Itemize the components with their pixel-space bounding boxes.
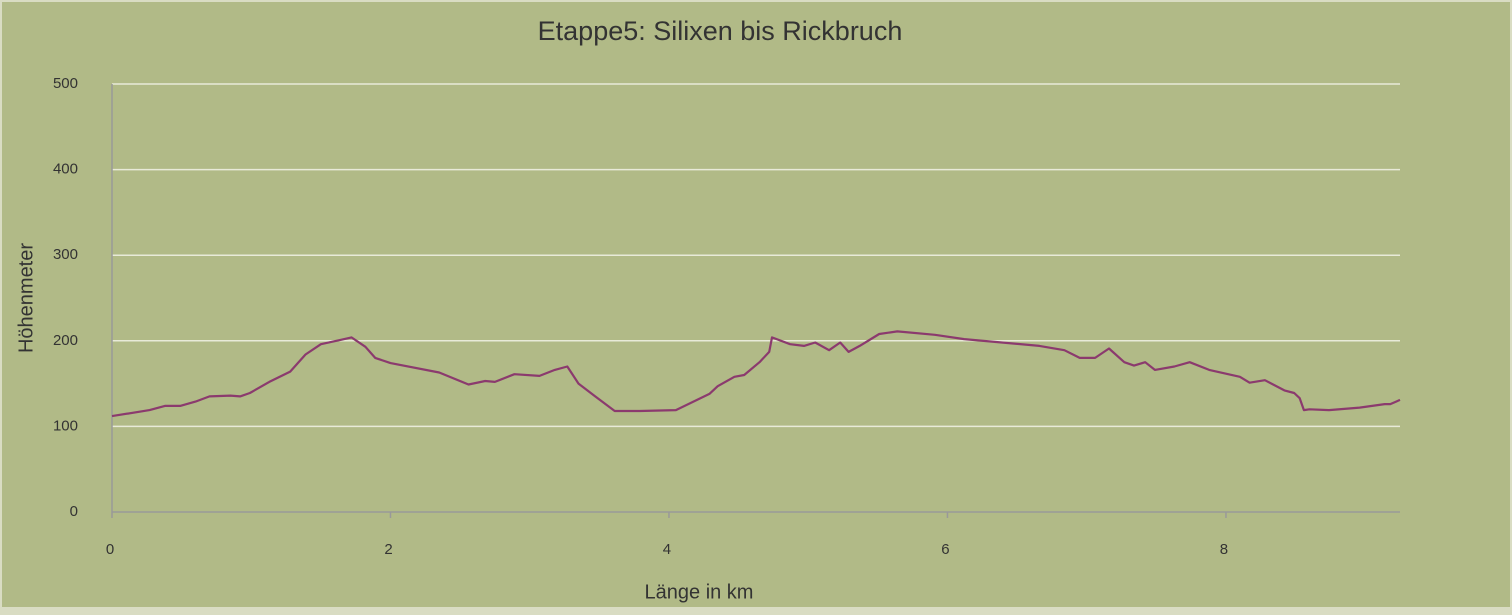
y-tick-label: 0 (70, 503, 78, 520)
y-tick-label: 100 (53, 417, 78, 434)
x-tick-label: 2 (384, 541, 392, 558)
y-tick-label: 500 (53, 75, 78, 92)
y-axis-label: Höhenmeter (15, 243, 37, 353)
x-tick-label: 8 (1220, 541, 1228, 558)
x-tick-label: 0 (106, 541, 114, 558)
x-tick-label: 6 (941, 541, 949, 558)
chart-title: Etappe5: Silixen bis Rickbruch (538, 16, 903, 46)
elevation-line (111, 330, 1401, 418)
y-tick-label: 400 (53, 161, 78, 178)
y-tick-label: 200 (53, 332, 78, 349)
x-tick-label: 4 (663, 541, 671, 558)
y-tick-label: 300 (53, 246, 78, 263)
x-axis-label: Länge in km (645, 581, 754, 603)
